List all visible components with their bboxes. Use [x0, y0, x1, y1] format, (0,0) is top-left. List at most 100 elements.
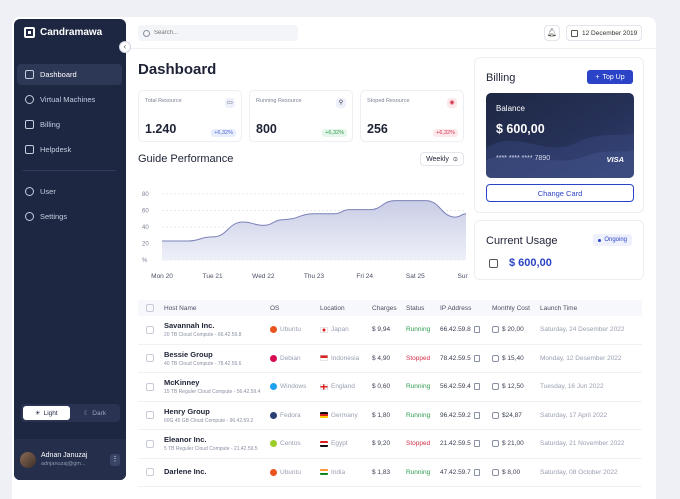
x-tick-label: Wed 22 [252, 273, 275, 280]
charges-cell: $ 9,94 [372, 326, 391, 334]
sidebar-item-label: Dashboard [40, 70, 77, 79]
host-name: McKinney [164, 378, 200, 388]
sun-icon: ☀ [34, 410, 41, 417]
theme-light-button[interactable]: ☀ Light [23, 406, 70, 420]
ip-address: 66.42.59.8 [440, 326, 471, 334]
host-name: Henry Group [164, 406, 210, 416]
header-host[interactable]: Host Name [164, 304, 197, 312]
search-input[interactable] [154, 30, 294, 36]
stat-badge: +6,32% [211, 129, 236, 137]
select-all-checkbox[interactable] [146, 304, 154, 312]
row-select-cell [138, 325, 156, 334]
row-checkbox[interactable] [146, 411, 154, 420]
y-tick-label: 40 [142, 225, 149, 231]
table-row[interactable]: Bessie Group 40 TB Cloud Compute - 78.42.… [138, 345, 642, 373]
flag-icon [320, 412, 328, 419]
ip-address: 96.42.59.2 [440, 411, 471, 419]
theme-dark-button[interactable]: ☾ Dark [72, 406, 119, 420]
location-cell: Egypt [320, 440, 372, 447]
sidebar-item-settings[interactable]: Settings [17, 206, 122, 227]
location-name: India [331, 468, 346, 476]
billing-panel: Billing + Top Up Balance $ 600,00 **** *… [474, 57, 644, 213]
status-cell: Running [406, 326, 431, 334]
stat-badge: +6,32% [433, 129, 458, 137]
copy-icon[interactable] [473, 383, 480, 391]
table-row[interactable]: Savannah Inc. 20 TB Cloud Compute - 66.42… [138, 316, 642, 345]
sidebar-item-dashboard[interactable]: Dashboard [17, 64, 122, 85]
row-checkbox[interactable] [146, 468, 154, 477]
header-cost[interactable]: Monthly Cost [492, 304, 530, 312]
launch-time-cell: Saturday, 24 Desember 2022 [540, 326, 625, 334]
sidebar-item-virtual-machines[interactable]: Virtual Machines [17, 89, 122, 110]
stat-badge: +6,32% [322, 129, 347, 137]
copy-icon[interactable] [473, 326, 480, 334]
top-up-label: Top Up [602, 73, 625, 81]
select-all-cell [138, 304, 156, 312]
wallet-icon [489, 259, 498, 268]
os-cell: Fedora [270, 411, 320, 419]
gear-icon [25, 95, 34, 104]
change-card-button[interactable]: Change Card [486, 184, 634, 202]
date-picker[interactable]: 12 December 2019 [566, 25, 642, 41]
host-name: Savannah Inc. [164, 321, 215, 331]
row-checkbox[interactable] [146, 325, 154, 334]
topbar: 🔔︎ 12 December 2019 [126, 17, 656, 49]
location-name: England [331, 383, 355, 391]
table-row[interactable]: Darlene Inc. Ubuntu India $ 1,83 Running 47.4… [138, 459, 642, 487]
monthly-cost: $24,87 [502, 411, 522, 419]
table-body: Savannah Inc. 20 TB Cloud Compute - 66.42… [138, 316, 642, 487]
header-launch[interactable]: Launch Time [540, 304, 578, 312]
os-icon [270, 468, 277, 476]
collapse-sidebar-button[interactable]: ‹ [119, 41, 131, 53]
sidebar-item-billing[interactable]: Billing [17, 114, 122, 135]
flag-icon [320, 355, 328, 362]
sidebar-item-label: Helpdesk [40, 145, 72, 154]
os-cell: Ubuntu [270, 468, 320, 476]
header-charges[interactable]: Charges [372, 304, 397, 312]
ip-address: 56.42.59.4 [440, 383, 471, 391]
copy-icon[interactable] [473, 468, 480, 476]
top-up-button[interactable]: + Top Up [587, 70, 633, 84]
more-icon[interactable]: ⋮ [110, 453, 120, 466]
cost-cell: $ 8,00 [492, 468, 540, 476]
charges-cell: $ 9,20 [372, 440, 391, 448]
table-row[interactable]: Eleanor Inc. 5 TB Reguler Cloud Compute -… [138, 430, 642, 459]
header-location[interactable]: Location [320, 304, 345, 312]
ip-cell: 21.42.59.5 [440, 440, 492, 448]
location-cell: Germany [320, 412, 372, 419]
table-row[interactable]: McKinney 15 TB Reguler Cloud Compute - 56… [138, 373, 642, 402]
ip-address: 78.42.59.5 [440, 354, 471, 362]
period-select[interactable]: Weekly ⊙ [420, 152, 464, 166]
sidebar-item-user[interactable]: User [17, 181, 122, 202]
header-os[interactable]: OS [270, 304, 280, 312]
user-profile[interactable]: Adnan Januzaj adnjanuzaj@gm... ⋮ [14, 439, 126, 480]
row-checkbox[interactable] [146, 382, 154, 391]
row-checkbox[interactable] [146, 439, 154, 448]
search-box[interactable] [138, 25, 298, 41]
table-row[interactable]: Henry Group 60G 45 GB Cloud Compute - 96.… [138, 402, 642, 430]
bell-icon[interactable]: 🔔︎ [544, 25, 560, 41]
copy-icon[interactable] [473, 411, 480, 419]
sidebar-item-helpdesk[interactable]: Helpdesk [17, 139, 122, 160]
brand[interactable]: Candramawa [24, 27, 102, 38]
header-status[interactable]: Status [406, 304, 425, 312]
theme-dark-label: Dark [92, 409, 107, 417]
stat-label: Stoped Resource [367, 98, 410, 104]
y-tick-label: 60 [142, 209, 149, 215]
copy-icon[interactable] [473, 354, 480, 362]
flag-icon [320, 326, 328, 333]
series-line [162, 200, 467, 242]
status-badge: Ongoing [593, 234, 632, 246]
flag-icon [320, 469, 328, 476]
row-checkbox[interactable] [146, 354, 154, 363]
host-name: Darlene Inc. [164, 466, 207, 476]
host-cell: McKinney 15 TB Reguler Cloud Compute - 56… [156, 378, 270, 395]
monthly-cost: $ 8,00 [502, 468, 521, 476]
host-details: 40 TB Cloud Compute - 78.42.59.6 [164, 360, 242, 367]
copy-icon[interactable] [473, 440, 480, 448]
os-icon [270, 354, 277, 362]
header-ip[interactable]: IP Address [440, 304, 472, 312]
balance-card: Balance $ 600,00 **** **** **** 7890 VIS… [486, 93, 634, 178]
server-icon: ▭ [225, 98, 235, 108]
ip-address: 47.42.59.7 [440, 468, 471, 476]
